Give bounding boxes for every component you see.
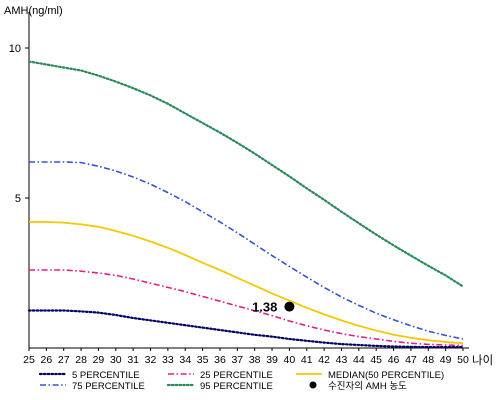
x-tick-label: 35: [197, 354, 209, 366]
legend-label: 75 PERCENTILE: [72, 381, 145, 392]
x-tick-label: 25: [23, 354, 35, 366]
x-tick-label: 32: [145, 354, 157, 366]
x-tick-label: 47: [405, 354, 417, 366]
x-tick-label: 43: [336, 354, 348, 366]
legend-label: 25 PERCENTILE: [200, 370, 273, 381]
x-tick-label: 41: [301, 354, 313, 366]
x-tick-label: 49: [440, 354, 452, 366]
x-tick-label: 48: [422, 354, 434, 366]
series-line-95-percentile: [27, 60, 465, 288]
legend-label: 95 PERCENTILE: [200, 381, 273, 392]
legend-label: 5 PERCENTILE: [72, 370, 140, 381]
series-line-5-percentile: [27, 309, 465, 349]
x-tick-label: 42: [318, 354, 330, 366]
x-tick-label: 27: [58, 354, 70, 366]
x-tick-label: 37: [231, 354, 243, 366]
x-tick-label: 45: [370, 354, 382, 366]
x-tick-label: 39: [266, 354, 278, 366]
x-tick-label: 36: [214, 354, 226, 366]
legend-label: MEDIAN(50 PERCENTILE): [328, 370, 444, 381]
series-line-median-50-percentile: [29, 221, 464, 345]
x-tick-label: 50: [457, 354, 469, 366]
legend: 5 PERCENTILE 25 PERCENTILE MEDIAN(50 PERCE…: [38, 370, 444, 392]
x-tick-label: 33: [162, 354, 174, 366]
x-tick-label: 34: [179, 354, 191, 366]
y-tick-label: 5: [15, 193, 21, 205]
x-tick-label: 28: [75, 354, 87, 366]
x-tick-label: 44: [353, 354, 365, 366]
patient-amh-value-label: 1.38: [252, 300, 277, 315]
legend-marker-swatch: [309, 381, 317, 389]
x-tick-label: 29: [93, 354, 105, 366]
x-tick-label: 40: [284, 354, 296, 366]
axes: AMH(ng/ml) 5 10 25 26 27 28 29 30 31 32 33 34 35 36 37 3…: [4, 5, 493, 367]
y-tick-label: 10: [9, 43, 21, 55]
series-line-75-percentile: [29, 161, 464, 340]
y-axis-label: AMH(ng/ml): [4, 5, 63, 17]
x-tick-label: 38: [249, 354, 261, 366]
x-tick-label: 46: [388, 354, 400, 366]
series-layer: [27, 60, 465, 349]
x-tick-label: 30: [110, 354, 122, 366]
x-axis-label: 나이: [472, 354, 493, 367]
series-line-25-percentile: [29, 269, 464, 347]
marker-layer: 1.38: [252, 300, 295, 315]
patient-amh-point: [284, 301, 295, 312]
legend-marker-label: 수진자의 AMH 농도: [328, 381, 407, 392]
x-tick-label: 26: [41, 354, 53, 366]
x-tick-label: 31: [127, 354, 139, 366]
